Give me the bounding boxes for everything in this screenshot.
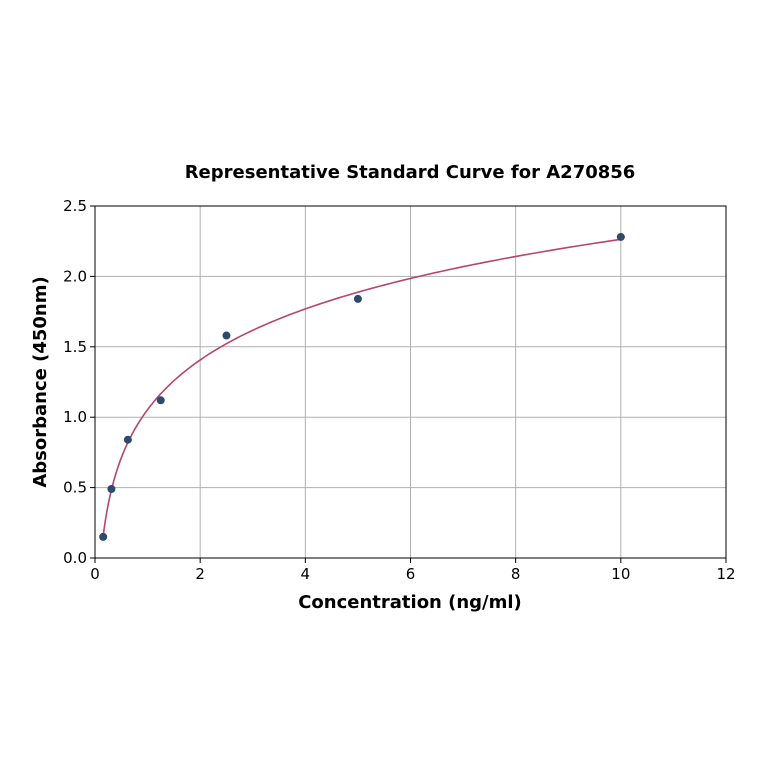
x-tick-label: 0 (90, 565, 100, 583)
x-tick-label: 2 (195, 565, 205, 583)
x-tick-label: 10 (611, 565, 630, 583)
data-points (99, 232, 625, 541)
x-tick-label: 4 (301, 565, 311, 583)
data-point (107, 485, 116, 494)
x-tick-label: 6 (406, 565, 416, 583)
y-tick-label: 0.5 (63, 479, 87, 497)
data-point (99, 532, 108, 541)
y-tick-label: 0.0 (63, 549, 87, 567)
y-axis-label: Absorbance (450nm) (30, 276, 51, 487)
chart-title: Representative Standard Curve for A27085… (185, 162, 636, 183)
y-axis-ticks: 0.0 0.5 1.0 1.5 2.0 2.5 (63, 197, 95, 567)
y-tick-label: 2.0 (63, 267, 87, 285)
grid (94, 205, 727, 559)
x-tick-label: 8 (511, 565, 521, 583)
fit-curve-layer (102, 238, 621, 536)
y-tick-label: 2.5 (63, 197, 87, 215)
y-tick-label: 1.0 (63, 408, 87, 426)
data-point (222, 331, 231, 340)
data-point (616, 232, 625, 241)
x-axis-label: Concentration (ng/ml) (298, 592, 522, 613)
fit-curve-line (102, 238, 621, 536)
data-point (353, 294, 362, 303)
x-axis-ticks: 0 2 4 6 8 10 12 (90, 558, 736, 583)
x-tick-label: 12 (716, 565, 735, 583)
data-point (123, 435, 132, 444)
y-tick-label: 1.5 (63, 338, 87, 356)
data-point (156, 396, 165, 405)
